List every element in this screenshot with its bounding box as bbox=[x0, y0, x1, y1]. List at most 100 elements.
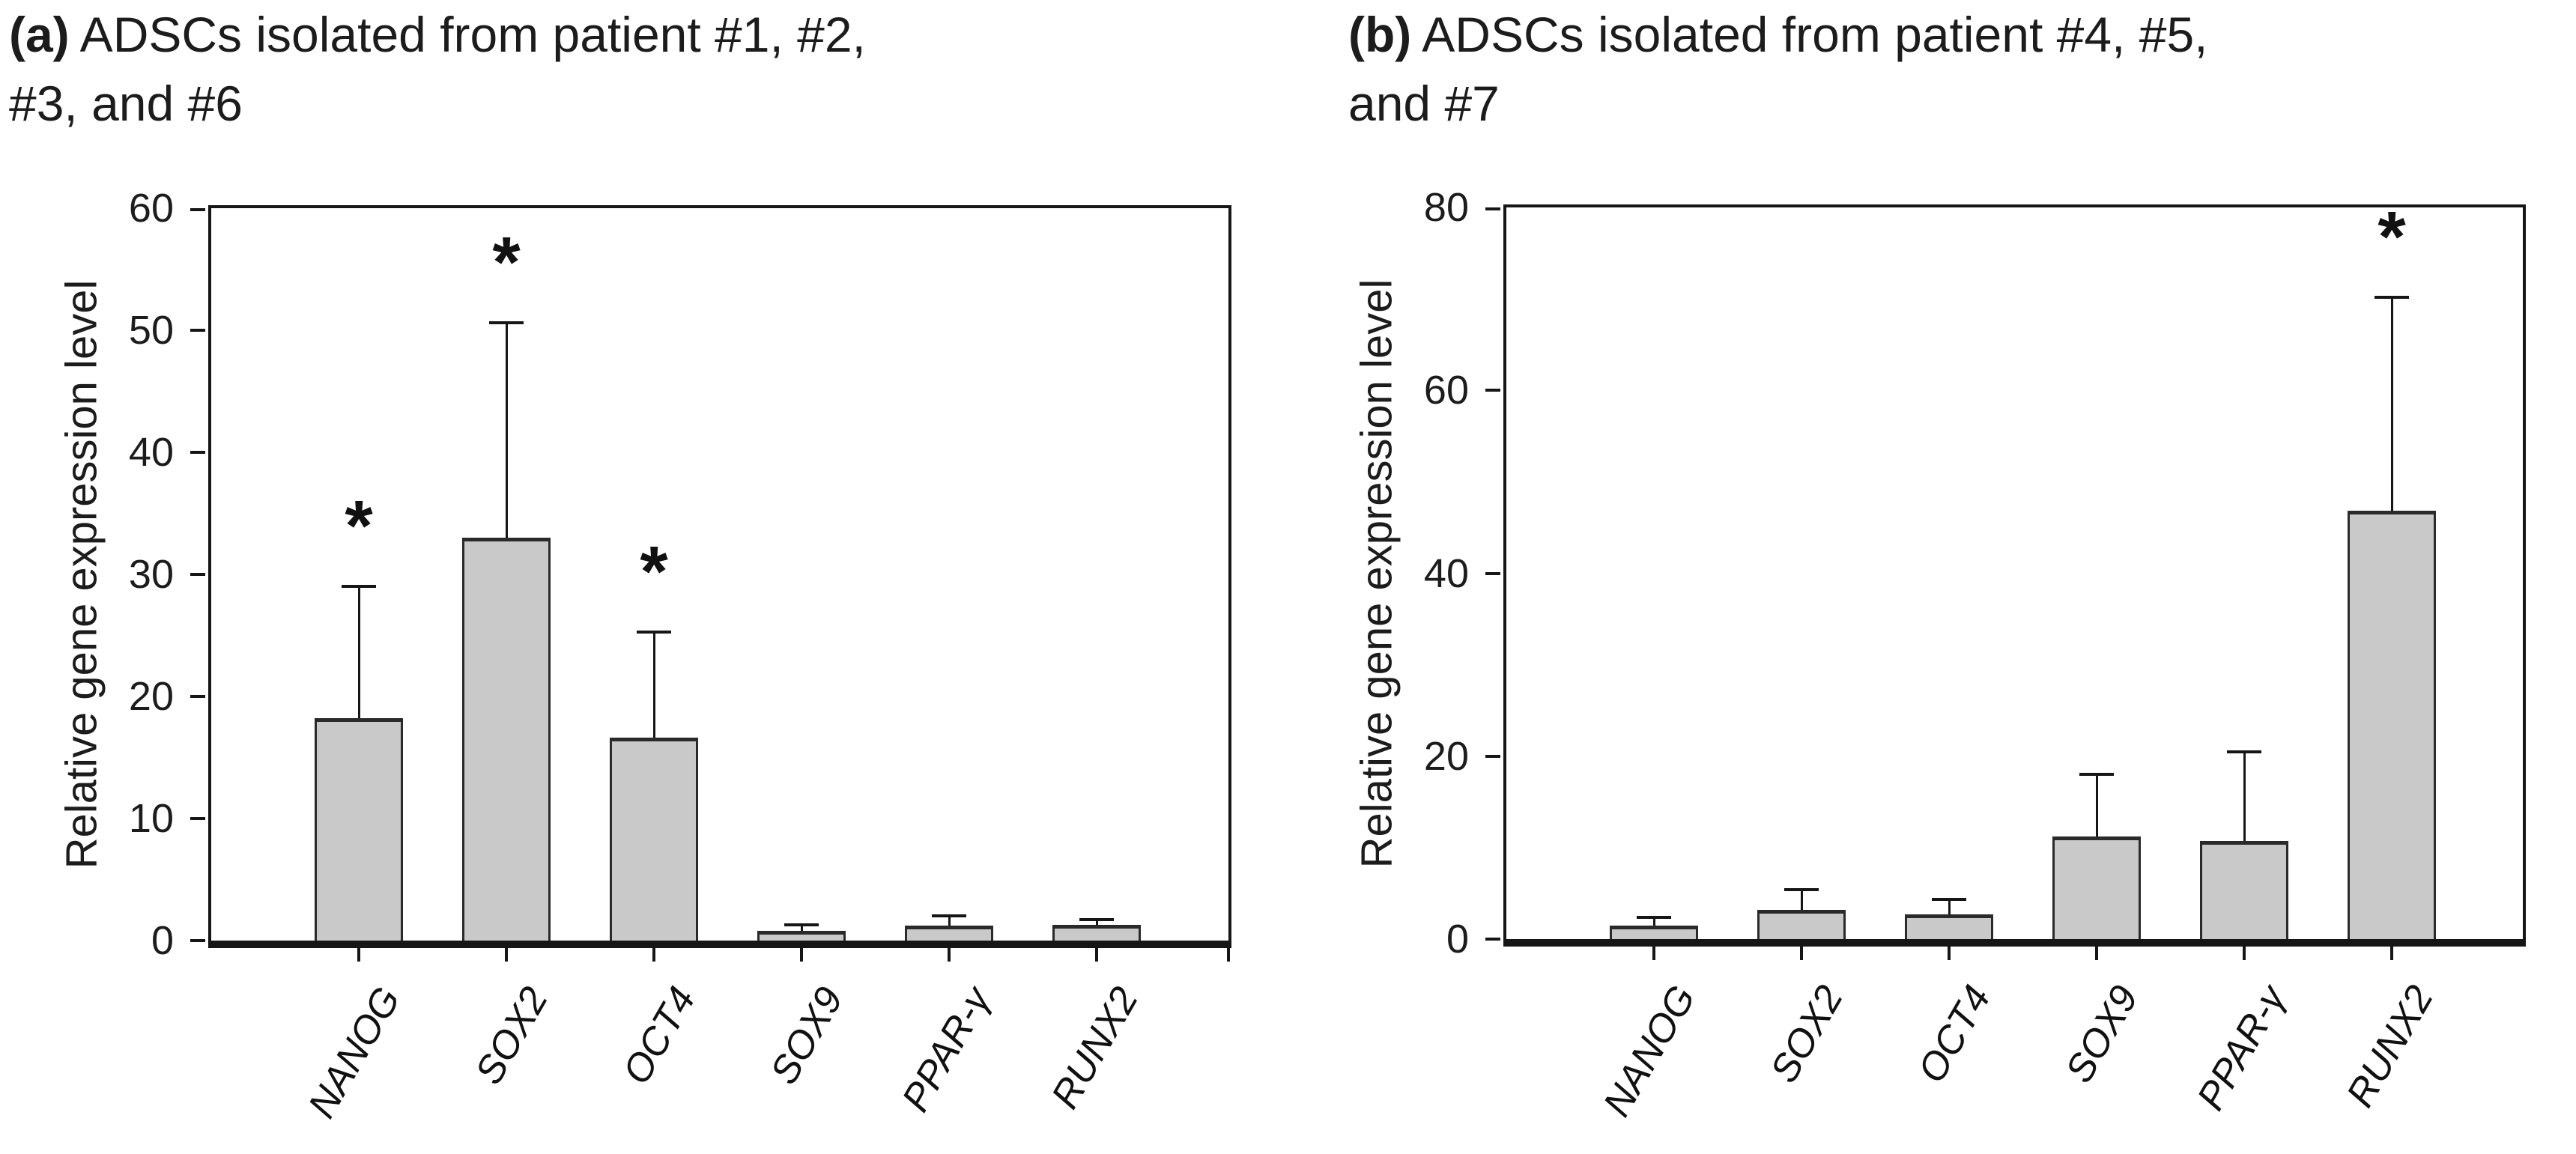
y-tick-60 bbox=[190, 208, 205, 211]
panel-a-plot-frame: Relative gene expression level 0 10 20 30 40… bbox=[58, 186, 1231, 1126]
x-tick-oct4 bbox=[1948, 947, 1951, 960]
y-tick-20 bbox=[190, 695, 205, 698]
panel-b-title: (b) ADSCs isolated from patient #4, #5, a… bbox=[1348, 0, 2207, 138]
x-label-sox2: SOX2 bbox=[1762, 978, 1852, 1090]
panel-a-label: (a) bbox=[9, 7, 70, 62]
y-tick-label-60: 60 bbox=[1423, 368, 1469, 413]
error-bar-cap-sox2 bbox=[1784, 888, 1819, 892]
y-tick-label-20: 20 bbox=[128, 674, 174, 719]
y-tick-label-80: 80 bbox=[1423, 185, 1469, 230]
x-label-oct4: OCT4 bbox=[614, 980, 705, 1092]
x-label-ppar-γ: PPAR-γ bbox=[894, 980, 1000, 1120]
error-bar-nanog bbox=[1652, 917, 1655, 926]
x-label-runx2: RUNX2 bbox=[2338, 978, 2443, 1115]
bar-sox2 bbox=[1757, 909, 1846, 939]
y-tick-label-20: 20 bbox=[1423, 733, 1469, 779]
error-bar-sox9 bbox=[2095, 774, 2098, 837]
significance-asterisk-sox2: * bbox=[492, 222, 521, 303]
x-tick-sox2 bbox=[505, 948, 508, 962]
panel-a-title: (a) ADSCs isolated from patient #1, #2, #… bbox=[9, 0, 866, 138]
y-tick-40 bbox=[190, 451, 205, 454]
error-bar-cap-runx2 bbox=[1079, 918, 1114, 922]
bar-runx2 bbox=[2348, 511, 2436, 939]
x-label-nanog: NANOG bbox=[1595, 978, 1705, 1124]
panel-b-title-line1: ADSCs isolated from patient #4, #5, bbox=[1422, 7, 2208, 62]
error-bar-sox2 bbox=[1800, 890, 1803, 910]
y-tick-20 bbox=[1485, 754, 1500, 758]
y-tick-label-0: 0 bbox=[1446, 917, 1469, 962]
panel-a-title-line2: #3, and #6 bbox=[9, 76, 243, 131]
y-tick-label-40: 40 bbox=[1423, 550, 1469, 596]
bar-ppar-γ bbox=[905, 926, 993, 941]
bar-oct4 bbox=[1905, 914, 1993, 939]
panel-b-title-line2: and #7 bbox=[1348, 76, 1500, 131]
bar-oct4 bbox=[610, 738, 698, 941]
error-bar-cap-sox9 bbox=[2079, 773, 2114, 777]
error-bar-cap-runx2 bbox=[2375, 295, 2409, 299]
y-tick-10 bbox=[190, 817, 205, 820]
bar-runx2 bbox=[1052, 924, 1141, 941]
x-tick-sox9 bbox=[800, 948, 803, 962]
x-label-nanog: NANOG bbox=[300, 980, 410, 1126]
error-bar-cap-ppar-γ bbox=[932, 914, 966, 918]
y-tick-40 bbox=[1485, 571, 1500, 575]
error-bar-ppar-γ bbox=[948, 916, 951, 926]
error-bar-runx2 bbox=[1095, 920, 1098, 925]
y-tick-80 bbox=[1485, 207, 1500, 210]
bar-nanog bbox=[315, 718, 403, 941]
y-tick-label-0: 0 bbox=[151, 918, 174, 963]
bar-ppar-γ bbox=[2200, 841, 2288, 939]
error-bar-cap-sox2 bbox=[489, 321, 524, 325]
panel-b-label: (b) bbox=[1348, 7, 1412, 62]
y-tick-60 bbox=[1485, 389, 1500, 392]
x-tick-sox9 bbox=[2095, 947, 2098, 960]
x-label-sox2: SOX2 bbox=[467, 980, 557, 1092]
x-label-runx2: RUNX2 bbox=[1043, 980, 1148, 1117]
panel-b-plot-frame: Relative gene expression level 0 20 40 60 80… bbox=[1353, 185, 2526, 1124]
error-bar-sox2 bbox=[505, 323, 508, 538]
x-tick-ppar-γ bbox=[948, 948, 951, 962]
error-bar-oct4 bbox=[652, 631, 655, 738]
error-bar-runx2 bbox=[2390, 297, 2393, 511]
bar-sox2 bbox=[462, 538, 551, 941]
error-bar-cap-sox9 bbox=[784, 923, 819, 926]
panel-a-title-line1: ADSCs isolated from patient #1, #2, bbox=[79, 7, 866, 62]
error-bar-oct4 bbox=[1948, 899, 1951, 915]
error-bar-cap-nanog bbox=[1637, 915, 1671, 919]
error-bar-cap-oct4 bbox=[1932, 898, 1966, 902]
x-tick-oct4 bbox=[652, 948, 655, 962]
x-axis-end-tick bbox=[1227, 948, 1230, 962]
x-label-sox9: SOX9 bbox=[762, 980, 852, 1092]
x-label-oct4: OCT4 bbox=[1909, 978, 2000, 1090]
y-tick-50 bbox=[190, 329, 205, 332]
x-tick-nanog bbox=[1652, 947, 1655, 960]
error-bar-cap-oct4 bbox=[637, 630, 671, 634]
y-tick-0 bbox=[190, 939, 205, 942]
bar-nanog bbox=[1610, 925, 1698, 939]
y-tick-label-40: 40 bbox=[128, 430, 174, 475]
x-tick-ppar-γ bbox=[2243, 947, 2246, 960]
y-tick-0 bbox=[1485, 938, 1500, 941]
error-bar-ppar-γ bbox=[2243, 751, 2246, 842]
x-tick-nanog bbox=[357, 948, 360, 962]
bar-sox9 bbox=[2052, 836, 2141, 939]
x-label-ppar-γ: PPAR-γ bbox=[2189, 978, 2295, 1118]
y-tick-label-30: 30 bbox=[128, 552, 174, 597]
y-tick-label-10: 10 bbox=[128, 796, 174, 841]
error-bar-sox9 bbox=[800, 924, 803, 931]
significance-asterisk-nanog: * bbox=[345, 486, 373, 567]
bar-sox9 bbox=[757, 930, 846, 941]
significance-asterisk-runx2: * bbox=[2378, 196, 2406, 277]
y-tick-label-60: 60 bbox=[128, 186, 174, 231]
x-label-sox9: SOX9 bbox=[2057, 978, 2148, 1090]
error-bar-cap-nanog bbox=[342, 585, 376, 589]
x-tick-sox2 bbox=[1800, 947, 1803, 960]
y-tick-label-50: 50 bbox=[128, 308, 174, 353]
error-bar-nanog bbox=[357, 586, 360, 719]
significance-asterisk-oct4: * bbox=[640, 531, 668, 612]
x-tick-runx2 bbox=[1095, 948, 1098, 962]
error-bar-cap-ppar-γ bbox=[2227, 750, 2261, 753]
x-tick-runx2 bbox=[2390, 947, 2393, 960]
y-tick-30 bbox=[190, 573, 205, 576]
